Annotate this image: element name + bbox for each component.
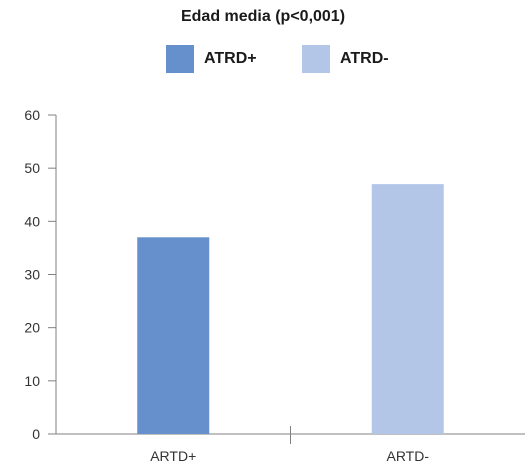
bar-atrd-plus [137, 237, 210, 434]
y-tick-label: 20 [24, 320, 40, 336]
x-tick-label: ARTD- [386, 448, 429, 464]
y-tick-label: 60 [24, 107, 40, 123]
legend-label-atrd-plus: ATRD+ [204, 50, 257, 67]
y-tick-label: 40 [24, 213, 40, 229]
legend-label-atrd-minus: ATRD- [340, 50, 389, 67]
legend-swatch-atrd-plus [166, 45, 194, 73]
y-tick-label: 50 [24, 160, 40, 176]
legend-item-atrd-minus: ATRD- [302, 44, 389, 74]
legend-item-atrd-plus: ATRD+ [166, 44, 257, 74]
bar-atrd-minus [371, 184, 444, 434]
y-tick-label: 10 [24, 373, 40, 389]
legend-swatch-atrd-minus [302, 45, 330, 73]
y-tick-label: 0 [32, 426, 40, 442]
x-tick-label: ARTD+ [150, 448, 196, 464]
chart-title: Edad media (p<0,001) [180, 8, 346, 25]
y-tick-label: 30 [24, 267, 40, 283]
